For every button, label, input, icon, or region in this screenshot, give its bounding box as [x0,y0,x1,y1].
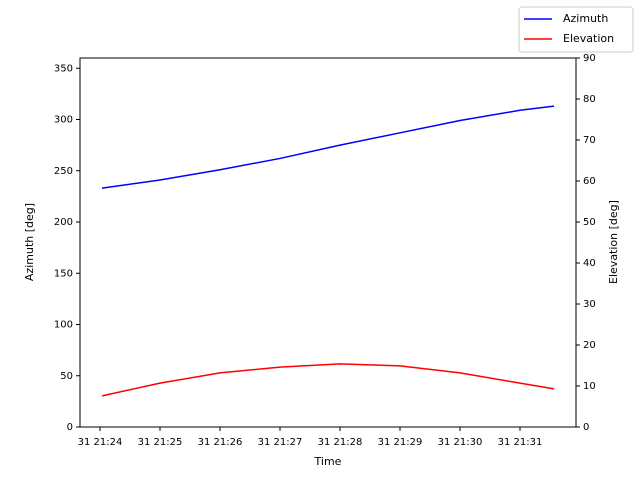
x-tick-label: 31 21:27 [258,437,303,448]
y-axis-label: Azimuth [deg] [23,203,36,281]
x-tick-label: 31 21:31 [498,437,543,448]
y2-tick-label: 70 [583,135,596,146]
line [101,105,555,189]
y2-tick-label: 90 [583,53,596,64]
x-tick-label: 31 21:30 [438,437,483,448]
y-tick-label: 250 [54,166,73,177]
y2-tick-label: 40 [583,258,596,269]
y2-tick-label: 50 [583,217,596,228]
y2-tick-label: 30 [583,299,596,310]
y2-tick-label: 80 [583,94,596,105]
y-tick-label: 0 [67,422,73,433]
y-tick-label: 300 [54,115,73,126]
y-tick-label: 50 [60,371,73,382]
legend-label: Elevation [563,32,614,45]
plot-frame [79,57,577,428]
y2-tick-label: 10 [583,381,596,392]
x-tick-label: 31 21:25 [138,437,183,448]
x-tick-label: 31 21:24 [78,437,123,448]
y2-axis-label: Elevation [deg] [607,200,620,284]
y-tick-label: 150 [54,268,73,279]
line [101,363,555,397]
x-tick-label: 31 21:26 [198,437,243,448]
legend-label: Azimuth [563,12,608,25]
y2-tick-label: 60 [583,176,596,187]
y-tick-label: 350 [54,63,73,74]
y-tick-label: 200 [54,217,73,228]
y-tick-label: 100 [54,320,73,331]
y2-tick-label: 20 [583,340,596,351]
x-axis-label: Time [314,455,342,468]
x-tick-label: 31 21:29 [378,437,423,448]
y2-tick-label: 0 [583,422,589,433]
x-tick-label: 31 21:28 [318,437,363,448]
